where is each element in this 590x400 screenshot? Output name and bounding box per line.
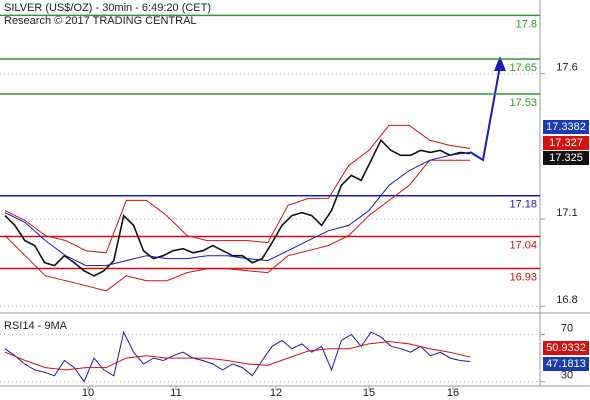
price-tag xyxy=(543,136,589,150)
chart-subtitle: Research © 2017 TRADING CENTRAL xyxy=(4,15,197,27)
price-tag-label: 47.1813 xyxy=(546,358,586,370)
series-line xyxy=(4,341,471,371)
level-label: 17.8 xyxy=(516,18,537,30)
y-tick-label: 17.1 xyxy=(556,207,577,219)
level-label: 16.93 xyxy=(509,271,537,283)
price-tag xyxy=(543,341,589,355)
arrow-head xyxy=(494,56,506,71)
series-line xyxy=(4,124,471,254)
chart-title: SILVER (US$/OZ) - 30min - 6:49:20 (CET) xyxy=(4,2,211,14)
x-tick-label: 16 xyxy=(447,387,459,399)
price-tag-label: 50.9332 xyxy=(546,342,586,354)
price-tag-label: 17.3382 xyxy=(546,121,586,133)
series-line xyxy=(4,159,470,292)
series-line xyxy=(4,138,471,277)
forecast-arrow xyxy=(469,65,501,162)
price-tag xyxy=(543,120,589,134)
level-label: 17.18 xyxy=(509,199,537,211)
level-label: 17.65 xyxy=(509,62,537,74)
x-tick-label: 15 xyxy=(363,387,375,399)
level-label: 17.53 xyxy=(509,97,537,109)
price-tag xyxy=(543,151,589,165)
level-label: 17.04 xyxy=(509,239,537,251)
y-tick-label: 17.6 xyxy=(556,62,577,74)
x-tick-label: 10 xyxy=(82,387,94,399)
y-tick-label: 70 xyxy=(561,322,573,334)
price-tag xyxy=(543,357,589,371)
price-tag-label: 17.327 xyxy=(549,137,583,149)
x-tick-label: 12 xyxy=(270,387,282,399)
price-tag-label: 17.325 xyxy=(549,152,583,164)
y-tick-label: 30 xyxy=(561,370,573,382)
x-tick-label: 11 xyxy=(170,387,181,399)
series-line xyxy=(4,330,471,383)
panel-title: RSI14 - 9MA xyxy=(4,320,68,332)
y-tick-label: 16.8 xyxy=(556,294,577,306)
series-line xyxy=(4,151,471,267)
